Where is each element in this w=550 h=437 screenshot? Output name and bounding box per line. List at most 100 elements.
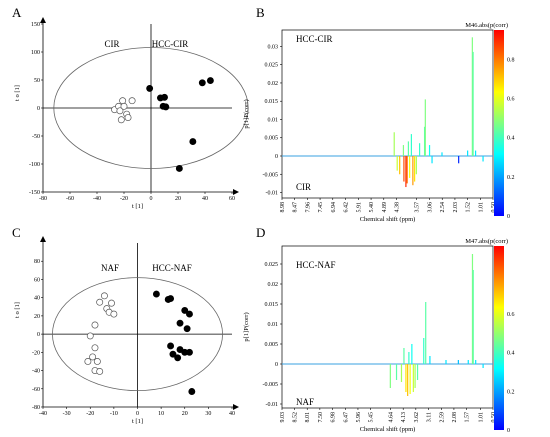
panel-A-y-tick-label: -50 xyxy=(32,134,40,140)
panel-D-x-tick-label: 2.59 xyxy=(439,412,445,423)
panel-A-point-CIR xyxy=(117,116,125,124)
panel-B-letter: B xyxy=(256,5,265,20)
panel-B-y-tick-label: 0 xyxy=(275,154,278,160)
panel-C-letter: C xyxy=(12,225,21,240)
panel-C-y-tick-label: -80 xyxy=(32,405,40,411)
panel-D-x-tick-label: 7.50 xyxy=(318,412,324,423)
panel-B-x-tick-label: 3.57 xyxy=(415,202,421,213)
panel-A-point-CIR xyxy=(124,114,132,121)
panel-D-y-tick-label: 0.02 xyxy=(268,282,279,288)
panel-A-point-HCC-CIR xyxy=(206,77,214,85)
panel-A-x-tick-label: 0 xyxy=(150,196,153,202)
panel-C-point-NAF xyxy=(86,332,94,340)
panel-B-x-tick-label: 7.45 xyxy=(318,202,324,213)
panel-A-x-tick-label: -60 xyxy=(66,196,74,202)
panel-D-x-tick-label: 8.52 xyxy=(293,412,299,423)
panel-B-x-tick-label: 1.52 xyxy=(466,202,472,213)
panel-C-x-label: t [1] xyxy=(132,418,143,425)
panel-B-x-tick-label: 4.89 xyxy=(382,202,388,213)
panel-B-colorbar-tick-label: 0.2 xyxy=(507,175,515,181)
panel-B-x-tick-label: 7.96 xyxy=(305,202,311,213)
panel-B-x-label: Chemical shift (ppm) xyxy=(360,216,416,223)
panel-C-x-tick-label: -40 xyxy=(39,411,47,417)
panel-D-colorbar-tick-label: 0 xyxy=(507,428,510,434)
panel-D-y-tick-label: 0.015 xyxy=(265,302,279,308)
panel-C-y-tick-label: 60 xyxy=(34,277,40,283)
panel-D-x-tick-label: 2.08 xyxy=(452,412,458,423)
panel-A-y-tick-label: 50 xyxy=(34,78,40,84)
panel-B-x-tick-label: 8.47 xyxy=(293,202,299,213)
panel-C-point-HCC-NAF xyxy=(183,325,191,333)
panel-C-y-tick-label: 40 xyxy=(34,296,40,302)
panel-A-group-label: CIR xyxy=(104,39,119,49)
panel-A-x-label: t [1] xyxy=(132,203,143,210)
panel-A-x-tick-label: -40 xyxy=(93,196,101,202)
panel-C-x-tick-label: 20 xyxy=(182,411,188,417)
panel-C-y-tick-label: -20 xyxy=(32,350,40,356)
panel-C-y-tick-label: 20 xyxy=(34,314,40,320)
panel-A-y-label: t o [1] xyxy=(14,85,21,101)
panel-B-group-label: CIR xyxy=(296,182,311,192)
panel-C-y-tick-label: -60 xyxy=(32,387,40,393)
panel-C-x-tick-label: -10 xyxy=(110,411,118,417)
panel-A-point-HCC-CIR xyxy=(162,103,170,111)
panel-A-point-CIR xyxy=(116,107,124,115)
panel-B-x-tick-label: 5.40 xyxy=(369,202,375,213)
panel-D-colorbar-tick-label: 0.6 xyxy=(507,312,515,318)
panel-C-x-tick-label: 40 xyxy=(229,411,235,417)
panel-D-x-tick-label: 5.96 xyxy=(356,412,362,423)
panel-A-x-arrow xyxy=(233,189,239,195)
panel-A-x-tick-label: -20 xyxy=(120,196,128,202)
panel-A-x-tick-label: 20 xyxy=(175,196,181,202)
panel-B-colorbar-title: M46.abs(p(corr) xyxy=(465,22,508,29)
panel-B-y-tick-label: 0.01 xyxy=(268,117,279,123)
panel-A-y-tick-label: 100 xyxy=(31,50,40,56)
panel-D-y-tick-label: -0.01 xyxy=(266,402,279,408)
panel-C-x-arrow xyxy=(233,404,239,410)
panel-D-colorbar-title: M47.abs(p(corr) xyxy=(465,238,508,245)
panel-A-y-tick-label: -100 xyxy=(29,162,40,168)
panel-D-group-label: HCC-NAF xyxy=(296,260,336,270)
panel-D-colorbar-tick-label: 0.4 xyxy=(507,351,515,357)
panel-C-x-tick-label: 0 xyxy=(136,411,139,417)
panel-B-x-tick-label: 4.38 xyxy=(394,202,400,213)
panel-A-y-tick-label: 0 xyxy=(37,106,40,112)
panel-A-point-HCC-CIR xyxy=(146,84,154,92)
panel-B-colorbar-tick-label: 0.6 xyxy=(507,97,515,103)
panel-A-y-tick-label: -150 xyxy=(29,190,40,196)
panel-D-x-tick-label: 5.45 xyxy=(369,412,375,423)
panel-C-y-tick-label: 0 xyxy=(37,332,40,338)
panel-D-y-label: p[1]P(corr) xyxy=(243,312,250,341)
panel-C-x-tick-label: -30 xyxy=(63,411,71,417)
panel-A-x-tick-label: 40 xyxy=(202,196,208,202)
panel-A-point-HCC-CIR xyxy=(198,79,206,87)
panel-C-confidence-ellipse xyxy=(52,277,223,391)
panel-B-y-label: p[1]P(corr) xyxy=(243,99,250,128)
panel-B-y-tick-label: 0.025 xyxy=(265,63,279,69)
panel-D-x-tick-label: 3.62 xyxy=(414,412,420,423)
panel-B-colorbar xyxy=(494,30,504,216)
panel-D-group-label: NAF xyxy=(296,397,314,407)
panel-C-point-HCC-NAF xyxy=(167,342,175,350)
panel-B-colorbar-tick-label: 0.8 xyxy=(507,57,515,63)
panel-D-frame xyxy=(281,245,494,409)
panel-C-point-HCC-NAF xyxy=(169,350,177,358)
panel-B-x-tick-label: 5.91 xyxy=(356,202,362,213)
panel-B-x-tick-label: 3.06 xyxy=(427,202,433,213)
panel-C-point-NAF xyxy=(89,353,97,361)
panel-C-group-label: HCC-NAF xyxy=(152,263,192,273)
panel-D-x-tick-label: 1.01 xyxy=(478,412,484,423)
panel-C-y-tick-label: 80 xyxy=(34,259,40,265)
panel-C-y-tick-label: -40 xyxy=(32,369,40,375)
panel-C-point-NAF xyxy=(96,298,104,306)
panel-A-y-tick-label: 150 xyxy=(31,22,40,28)
panel-A-point-HCC-CIR xyxy=(161,93,168,101)
panel-B-frame xyxy=(281,29,494,199)
panel-D-colorbar xyxy=(494,246,504,430)
panel-C-point-HCC-NAF xyxy=(174,354,182,362)
panel-D-x-label: Chemical shift (ppm) xyxy=(360,426,416,433)
panel-C-point-NAF xyxy=(96,368,104,375)
panel-D-y-tick-label: 0.005 xyxy=(265,342,279,348)
panel-B-y-tick-label: 0.03 xyxy=(268,44,279,50)
